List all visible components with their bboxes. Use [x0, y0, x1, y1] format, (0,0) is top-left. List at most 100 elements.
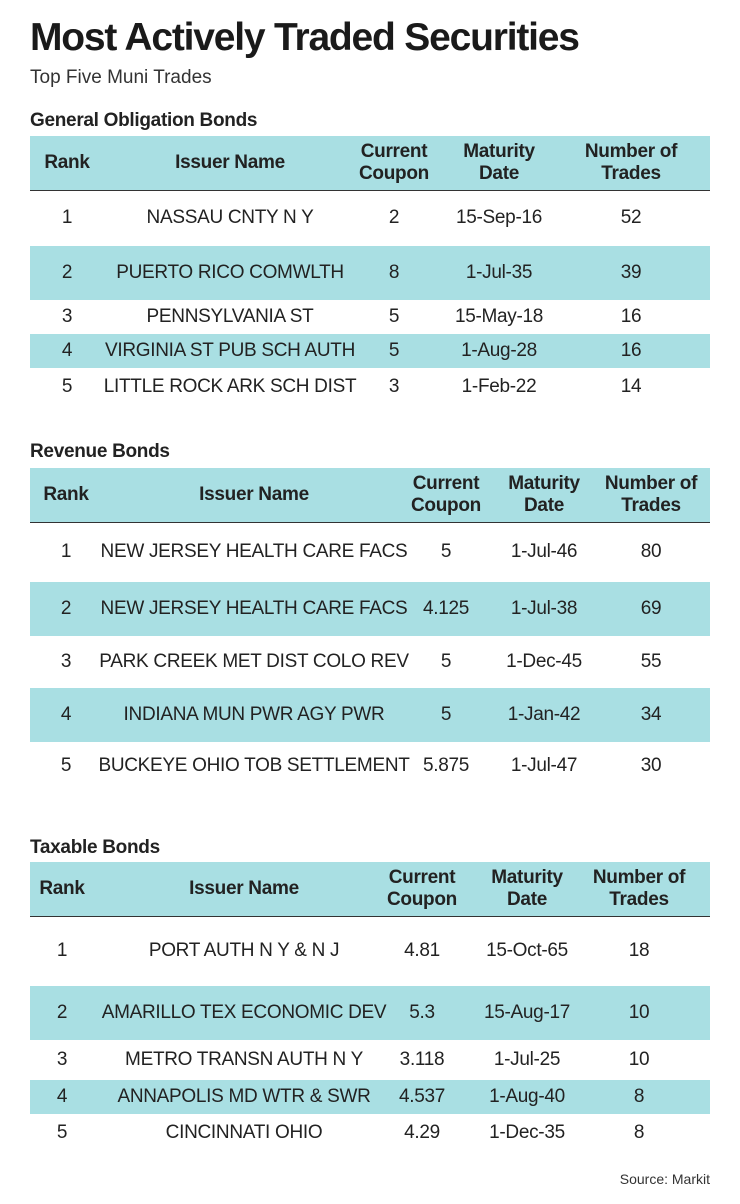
- table-cell: BUCKEYE OHIO TOB SETTLEMENT: [98, 755, 410, 776]
- column-header: Maturity Date: [508, 473, 580, 516]
- title: Most Actively Traded Securities: [30, 16, 580, 59]
- table-cell: 1-Jul-25: [493, 1049, 561, 1070]
- table-cell: 3: [56, 1049, 68, 1070]
- table-cell: 2: [60, 598, 72, 619]
- table-cell: 14: [620, 376, 642, 397]
- column-header: Issuer Name: [199, 484, 309, 505]
- table-cell: 3: [61, 306, 73, 327]
- table-cell: 15-Sep-16: [455, 207, 543, 228]
- table-cell: LITTLE ROCK ARK SCH DIST: [103, 376, 357, 397]
- table-cell: 18: [628, 940, 650, 961]
- table-cell: 2: [388, 207, 400, 228]
- column-header: Issuer Name: [189, 878, 299, 899]
- table-cell: 4: [60, 704, 72, 725]
- table-cell: 1-Jul-47: [510, 755, 578, 776]
- table-cell: 2: [61, 262, 73, 283]
- table-cell: 5.875: [422, 755, 470, 776]
- table-cell: NASSAU CNTY N Y: [146, 207, 314, 228]
- table-cell: 69: [640, 598, 662, 619]
- table-cell: 4.81: [404, 940, 440, 961]
- table-cell: VIRGINIA ST PUB SCH AUTH: [104, 340, 356, 361]
- table-cell: NEW JERSEY HEALTH CARE FACS: [100, 598, 408, 619]
- table-cell: 2: [56, 1002, 68, 1023]
- table-cell: 1-Jul-38: [510, 598, 578, 619]
- table-cell: PUERTO RICO COMWLTH: [116, 262, 344, 283]
- row-stripe: [30, 334, 710, 368]
- column-header: Maturity Date: [463, 141, 535, 184]
- header-band: [30, 136, 710, 190]
- table-cell: 15-May-18: [454, 306, 544, 327]
- table-cell: 5: [60, 755, 72, 776]
- table-cell: 5: [61, 376, 73, 397]
- table-cell: 1-Aug-40: [489, 1086, 565, 1107]
- table-cell: PENNSYLVANIA ST: [146, 306, 314, 327]
- table-cell: 15-Oct-65: [486, 940, 568, 961]
- row-stripe: [30, 1080, 710, 1114]
- table-cell: 30: [640, 755, 662, 776]
- table-cell: 5: [388, 306, 400, 327]
- section-title: General Obligation Bonds: [30, 110, 258, 131]
- table-cell: ANNAPOLIS MD WTR & SWR: [117, 1086, 371, 1107]
- subtitle: Top Five Muni Trades: [30, 67, 212, 88]
- header-rule: [30, 916, 710, 917]
- table-cell: 4.29: [404, 1122, 440, 1143]
- table-cell: 5: [388, 340, 400, 361]
- column-header: Rank: [43, 484, 89, 505]
- table-cell: PORT AUTH N Y & N J: [148, 940, 340, 961]
- column-header: Maturity Date: [491, 867, 563, 910]
- row-stripe: [30, 688, 710, 742]
- table-cell: INDIANA MUN PWR AGY PWR: [123, 704, 385, 725]
- column-header: Current Coupon: [411, 473, 481, 516]
- table-cell: 1: [61, 207, 73, 228]
- table-cell: 1-Jul-46: [510, 541, 578, 562]
- column-header: Number of Trades: [584, 141, 678, 184]
- table-cell: 39: [620, 262, 642, 283]
- table-cell: 4: [61, 340, 73, 361]
- table-cell: 5: [440, 541, 452, 562]
- column-header: Current Coupon: [387, 867, 457, 910]
- column-header: Current Coupon: [359, 141, 429, 184]
- table-cell: 3: [388, 376, 400, 397]
- column-header: Issuer Name: [175, 152, 285, 173]
- table-cell: 34: [640, 704, 662, 725]
- column-header: Number of Trades: [592, 867, 686, 910]
- table-cell: 4: [56, 1086, 68, 1107]
- column-header: Number of Trades: [604, 473, 698, 516]
- table-cell: AMARILLO TEX ECONOMIC DEV: [101, 1002, 387, 1023]
- table-cell: 8: [388, 262, 400, 283]
- table-cell: 55: [640, 651, 662, 672]
- row-stripe: [30, 246, 710, 300]
- row-stripe: [30, 986, 710, 1040]
- section-title: Revenue Bonds: [30, 441, 170, 462]
- table-cell: 80: [640, 541, 662, 562]
- row-stripe: [30, 582, 710, 636]
- table-cell: 8: [633, 1122, 645, 1143]
- column-header: Rank: [39, 878, 85, 899]
- table-cell: METRO TRANSN AUTH N Y: [125, 1049, 363, 1070]
- table-cell: 16: [620, 340, 642, 361]
- table-cell: 1-Aug-28: [461, 340, 537, 361]
- table-cell: 15-Aug-17: [483, 1002, 571, 1023]
- header-rule: [30, 190, 710, 191]
- table-cell: 5.3: [409, 1002, 435, 1023]
- table-cell: 4.537: [398, 1086, 446, 1107]
- table-cell: 1-Jan-42: [507, 704, 581, 725]
- table-cell: 4.125: [422, 598, 470, 619]
- header-band: [30, 862, 710, 916]
- table-cell: 3.118: [399, 1049, 445, 1070]
- table-cell: NEW JERSEY HEALTH CARE FACS: [100, 541, 408, 562]
- section-title: Taxable Bonds: [30, 837, 160, 858]
- column-header: Rank: [44, 152, 90, 173]
- table-cell: 1-Dec-35: [489, 1122, 565, 1143]
- table-cell: 3: [60, 651, 72, 672]
- table-cell: 52: [620, 207, 642, 228]
- table-cell: PARK CREEK MET DIST COLO REV: [99, 651, 409, 672]
- table-cell: 1-Feb-22: [461, 376, 537, 397]
- table-cell: 1: [56, 940, 68, 961]
- source: Source: Markit: [619, 1171, 710, 1187]
- table-cell: 8: [633, 1086, 645, 1107]
- table-cell: CINCINNATI OHIO: [165, 1122, 323, 1143]
- table-cell: 10: [628, 1049, 650, 1070]
- table-cell: 1: [60, 541, 72, 562]
